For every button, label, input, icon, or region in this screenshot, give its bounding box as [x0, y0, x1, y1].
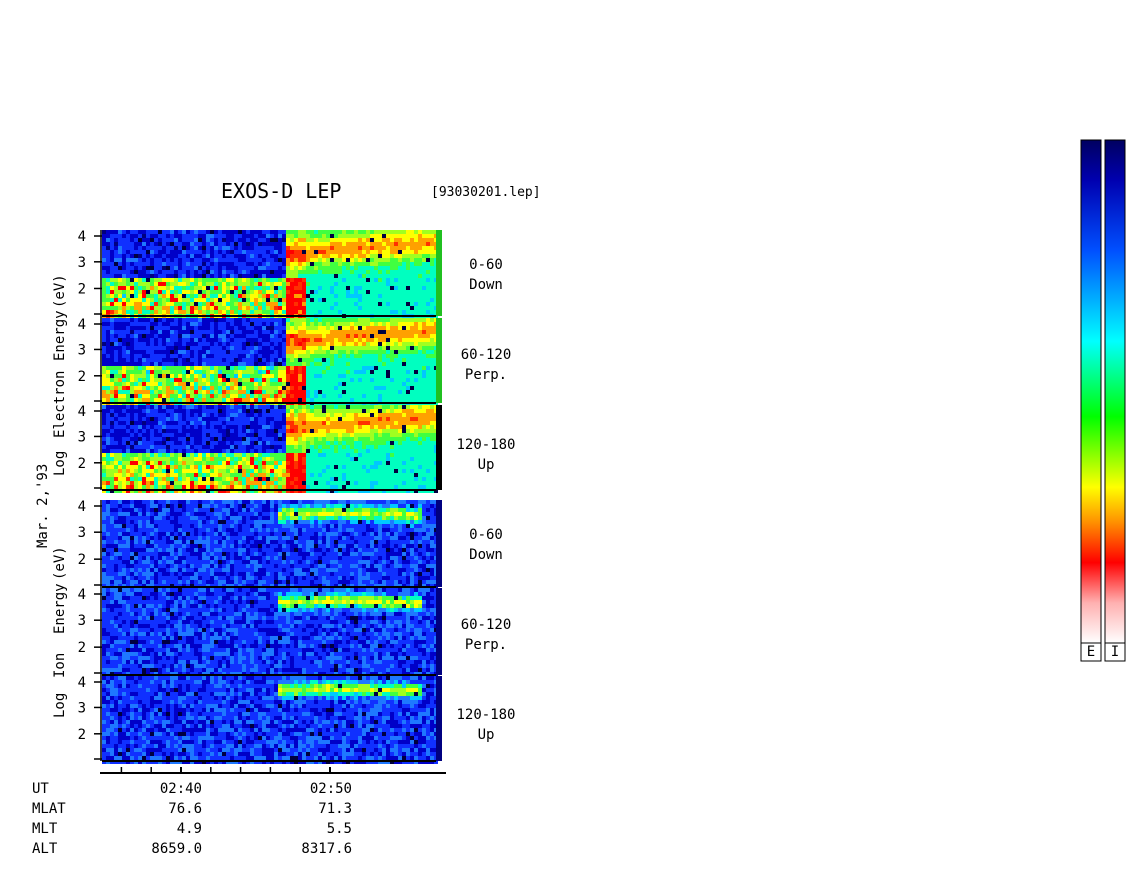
- y-tick-label: 3: [78, 429, 86, 445]
- y-tick-label: 3: [78, 525, 86, 541]
- spectrogram-panel-6: [102, 676, 442, 764]
- y-tick-label: 2: [78, 640, 86, 656]
- y-tick-label: 4: [78, 229, 86, 245]
- spectrogram-panel-2: [102, 318, 442, 406]
- orbit-label-mlat: MLAT: [32, 801, 66, 817]
- colorbar-ion-label-box: [1104, 642, 1126, 662]
- y-tick-label: 4: [78, 675, 86, 691]
- y-tick-label: 4: [78, 587, 86, 603]
- electron-ylabel-species: Electron: [52, 370, 68, 438]
- spectrogram-panel-5: [102, 588, 442, 676]
- orbit-mlat-1: 76.6: [168, 801, 202, 817]
- orbit-label-mlt: MLT: [32, 821, 58, 837]
- electron-panel3-dir: Up: [477, 457, 495, 473]
- date-label: Mar. 2,'93: [35, 463, 51, 548]
- colorbar-ion: [1104, 139, 1126, 644]
- orbit-label-alt: ALT: [32, 841, 58, 857]
- electron-ylabel-unit: (eV): [52, 274, 68, 308]
- y-tick-label: 4: [78, 404, 86, 420]
- electron-panel2-angle: 60-120: [460, 347, 512, 363]
- ion-ylabel-species: Ion: [52, 652, 68, 678]
- colorbar-electron-label-box: [1080, 642, 1102, 662]
- file-name: [93030201.lep]: [431, 185, 541, 200]
- colorbar-electron-label: E: [1086, 644, 1096, 660]
- y-tick-label: 2: [78, 456, 86, 472]
- ion-panel2-angle: 60-120: [460, 617, 512, 633]
- electron-panel1-dir: Down: [469, 277, 503, 293]
- electron-ylabel-energy: Energy: [52, 310, 68, 361]
- ion-ylabel-unit: (eV): [52, 546, 68, 580]
- ion-panel3-angle: 120-180: [456, 707, 516, 723]
- spectrogram-panel-3: [102, 405, 442, 493]
- y-tick-label: 3: [78, 613, 86, 629]
- orbit-ut-2: 02:50: [309, 781, 352, 797]
- y-tick-label: 3: [78, 255, 86, 271]
- y-tick-label: 2: [78, 552, 86, 568]
- orbit-alt-2: 8317.6: [301, 841, 352, 857]
- orbit-label-ut: UT: [32, 781, 49, 797]
- orbit-ut-1: 02:40: [159, 781, 202, 797]
- ion-panel1-dir: Down: [469, 547, 503, 563]
- spectrogram-panel-4: [102, 500, 442, 588]
- y-tick-label: 2: [78, 281, 86, 297]
- y-tick-label: 2: [78, 369, 86, 385]
- orbit-mlt-2: 5.5: [326, 821, 352, 837]
- orbit-mlt-1: 4.9: [176, 821, 202, 837]
- colorbar-electron: [1080, 139, 1102, 644]
- y-tick-label: 4: [78, 499, 86, 515]
- y-tick-label: 3: [78, 342, 86, 358]
- electron-ylabel-log: Log: [52, 450, 68, 476]
- electron-panel3-angle: 120-180: [456, 437, 516, 453]
- ion-ylabel-energy: Energy: [52, 583, 68, 634]
- orbit-alt-1: 8659.0: [151, 841, 202, 857]
- ion-ylabel-log: Log: [52, 692, 68, 718]
- electron-panel2-dir: Perp.: [464, 367, 508, 383]
- y-tick-label: 3: [78, 700, 86, 716]
- ion-panel3-dir: Up: [477, 727, 495, 743]
- y-tick-label: 4: [78, 317, 86, 333]
- colorbar-ion-label: I: [1110, 644, 1120, 660]
- ion-panel2-dir: Perp.: [464, 637, 508, 653]
- electron-panel1-angle: 0-60: [469, 257, 503, 273]
- figure-title: EXOS-D LEP: [221, 179, 342, 203]
- ion-panel1-angle: 0-60: [469, 527, 503, 543]
- orbit-mlat-2: 71.3: [318, 801, 352, 817]
- y-tick-label: 2: [78, 727, 86, 743]
- spectrogram-panel-1: [102, 230, 442, 318]
